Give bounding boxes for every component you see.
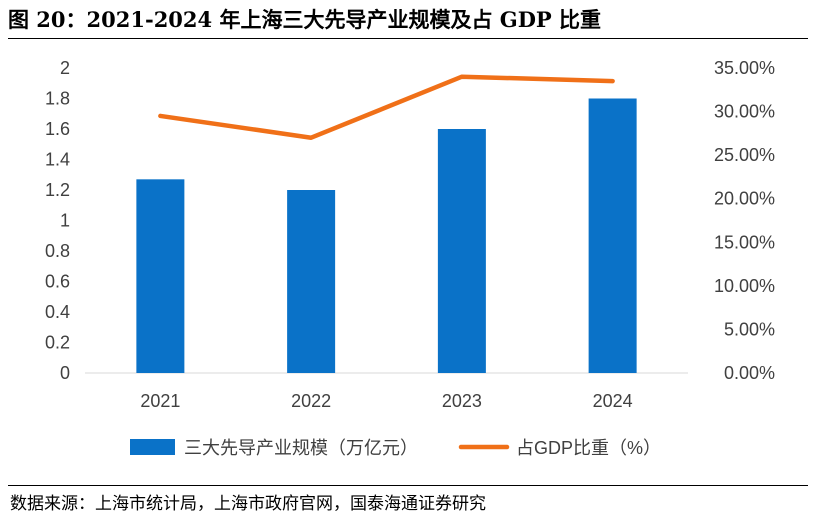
left-axis-tick-label: 1.8	[45, 89, 70, 109]
bar-2022	[287, 190, 336, 373]
right-axis-tick-label: 10.00%	[714, 276, 775, 296]
right-axis-tick-label: 25.00%	[714, 145, 775, 165]
left-axis-tick-label: 2	[60, 58, 70, 78]
bar-2021	[136, 179, 185, 373]
left-axis-tick-label: 0.6	[45, 272, 70, 292]
x-axis-tick-label: 2023	[442, 391, 482, 411]
right-axis-tick-label: 20.00%	[714, 189, 775, 209]
left-axis-tick-label: 0.4	[45, 302, 70, 322]
left-axis-tick-label: 1.6	[45, 119, 70, 139]
right-axis-tick-label: 35.00%	[714, 58, 775, 78]
bar-2023	[437, 129, 486, 373]
left-axis-tick-label: 1	[60, 211, 70, 231]
legend-swatch-bar	[130, 439, 175, 455]
bar-2024	[588, 98, 637, 373]
left-axis-tick-label: 1.4	[45, 150, 70, 170]
legend-label-bar: 三大先导产业规模（万亿元）	[184, 438, 418, 458]
right-axis-tick-label: 0.00%	[724, 363, 775, 383]
left-axis-tick-label: 0	[60, 363, 70, 383]
left-axis-tick-label: 1.2	[45, 180, 70, 200]
chart-title: 图 20：2021-2024 年上海三大先导产业规模及占 GDP 比重	[8, 7, 602, 32]
footer-divider	[8, 485, 808, 486]
x-axis-tick-label: 2024	[593, 391, 633, 411]
chart: 00.20.40.60.811.21.41.61.820.00%5.00%10.…	[45, 58, 775, 458]
right-axis-tick-label: 30.00%	[714, 102, 775, 122]
x-axis-tick-label: 2022	[291, 391, 331, 411]
left-axis-tick-label: 0.2	[45, 333, 70, 353]
left-axis-tick-label: 0.8	[45, 241, 70, 261]
right-axis-tick-label: 15.00%	[714, 232, 775, 252]
legend-label-line: 占GDP比重（%）	[516, 438, 661, 458]
source-note: 数据来源：上海市统计局，上海市政府官网，国泰海通证券研究	[10, 494, 486, 514]
right-axis-tick-label: 5.00%	[724, 319, 775, 339]
x-axis-tick-label: 2021	[140, 391, 180, 411]
line-series-gdp-share	[158, 74, 615, 140]
title-divider	[8, 38, 808, 39]
